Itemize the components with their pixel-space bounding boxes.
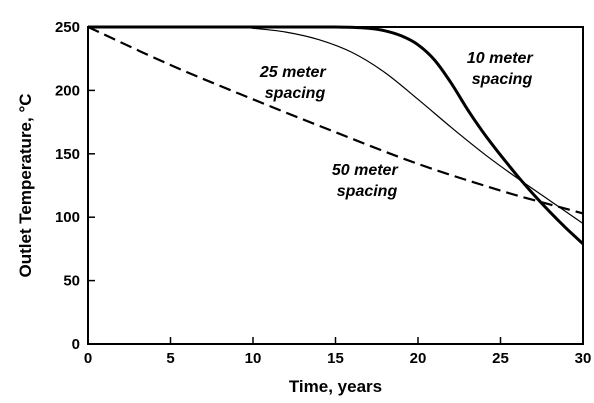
x-tick-label-0: 0 [84,350,92,367]
x-tick-label-25: 25 [492,350,509,367]
annotation-50m-line2: spacing [337,183,398,200]
y-tick-label-50: 50 [63,273,80,290]
y-tick-label-250: 250 [55,19,80,36]
plot-frame [87,26,584,345]
annotation-10m: 10 meter spacing [467,50,537,88]
y-tick-label-100: 100 [55,209,80,226]
annotation-50m: 50 meter spacing [332,162,402,200]
x-axis-title: Time, years [289,377,382,396]
y-axis-title: Outlet Temperature, °C [16,93,35,277]
annotation-25m: 25 meter spacing [259,64,330,102]
annotation-10m-line2: spacing [472,71,533,88]
y-tick-label-150: 150 [55,146,80,163]
series-line-2 [87,25,584,215]
annotation-25m-line2: spacing [265,85,326,102]
x-tick-label-30: 30 [575,350,592,367]
x-tick-label-20: 20 [410,350,427,367]
x-tick-label-15: 15 [327,350,344,367]
x-tick-label-10: 10 [245,350,262,367]
tick-labels: 0 5 10 15 20 25 30 0 50 100 150 200 250 [55,19,591,367]
y-tick-label-0: 0 [72,336,80,353]
y-tick-label-200: 200 [55,82,80,99]
annotation-10m-line1: 10 meter [467,50,534,67]
annotation-25m-line1: 25 meter [259,64,327,81]
annotation-50m-line1: 50 meter [332,162,399,179]
x-tick-label-5: 5 [166,350,174,367]
